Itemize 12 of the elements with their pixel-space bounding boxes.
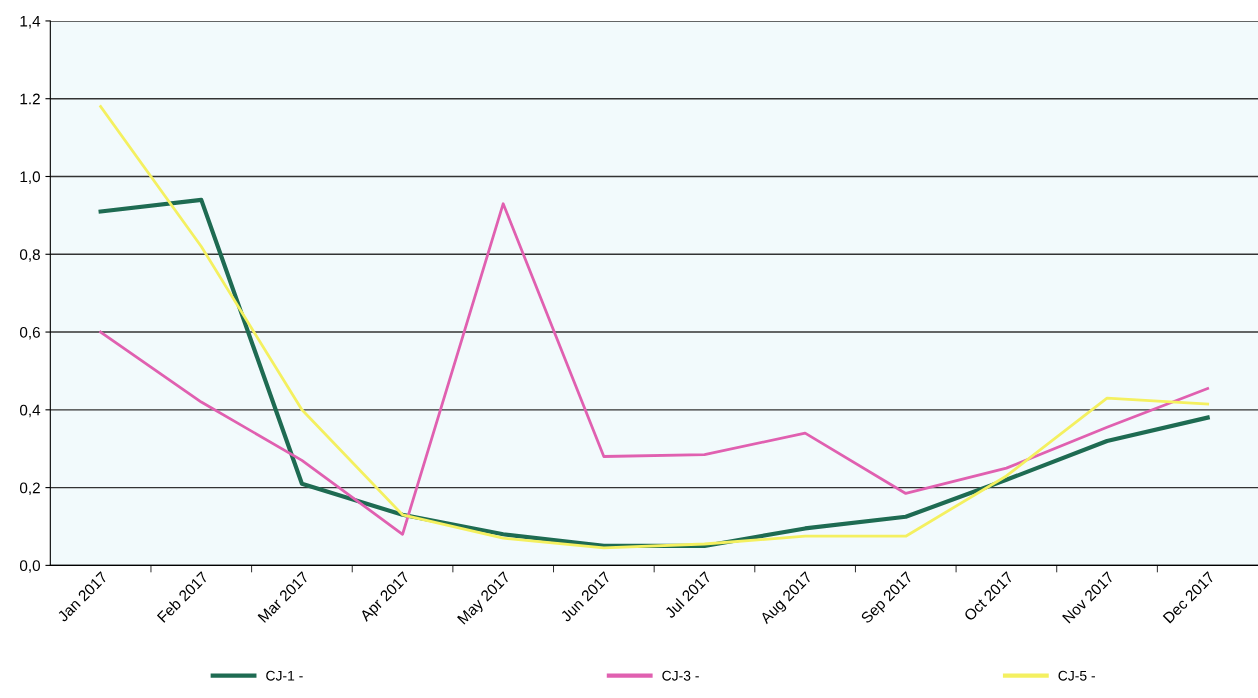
y-tick-label: 1.2 (20, 93, 40, 105)
y-tick-label: 0,4 (19, 404, 41, 418)
legend-label: CJ-3 - (662, 670, 699, 681)
y-tick-label: 0,6 (19, 326, 40, 340)
y-tick-label: 1,0 (20, 171, 40, 184)
y-tick-label: 0,0 (19, 560, 40, 573)
y-tick-label: 0,2 (19, 482, 40, 496)
y-tick-label: 1,4 (20, 15, 41, 29)
legend-label: CJ-5 - (1058, 670, 1095, 681)
legend-label: CJ-1 - (266, 670, 303, 681)
y-tick-label: 0,8 (19, 249, 40, 262)
line-series (99, 105, 1210, 550)
